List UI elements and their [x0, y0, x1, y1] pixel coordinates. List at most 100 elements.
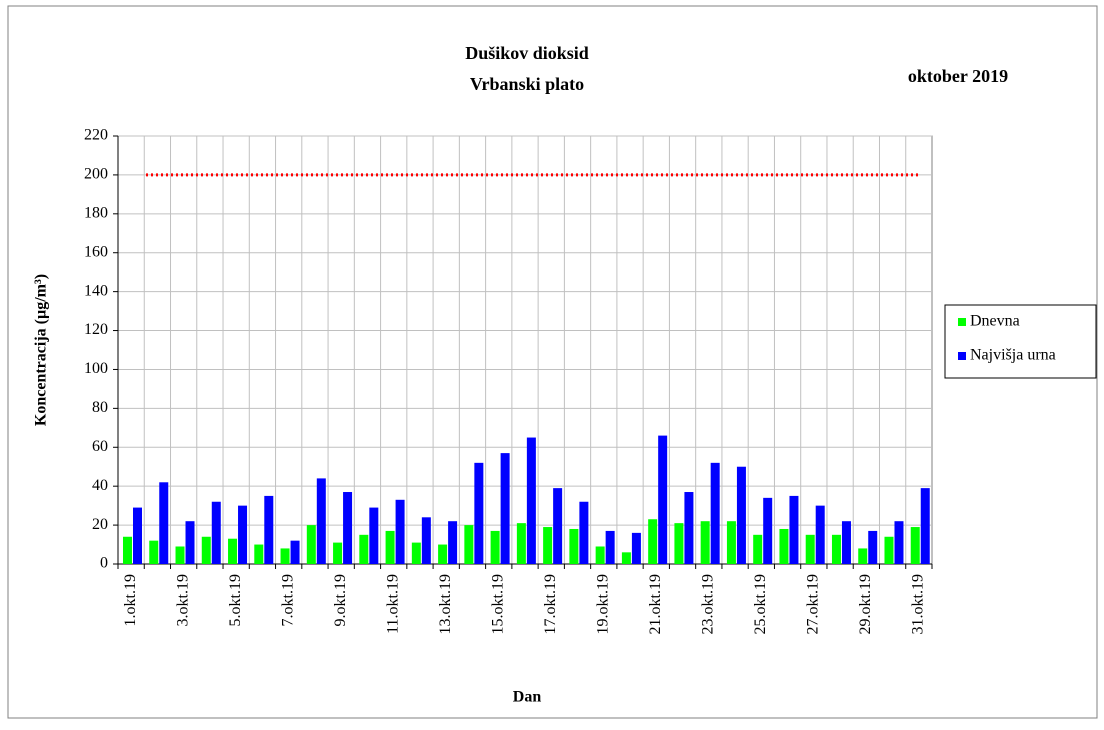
bar [648, 519, 658, 564]
bar [736, 466, 746, 564]
y-tick-label: 140 [84, 282, 108, 299]
y-tick-label: 160 [84, 243, 108, 260]
bar [123, 536, 132, 564]
bar [448, 521, 458, 564]
bar [369, 507, 379, 564]
bar [306, 525, 316, 564]
x-tick-label: 5.okt.19 [227, 574, 244, 626]
plot-area [117, 135, 933, 565]
legend-swatch [958, 352, 966, 360]
x-tick-label: 11.okt.19 [384, 574, 401, 634]
bar [621, 552, 631, 564]
bar [805, 534, 815, 564]
bar [605, 530, 615, 564]
x-tick-label: 23.okt.19 [699, 574, 716, 634]
bar [185, 521, 195, 564]
bar [500, 453, 510, 564]
bar [395, 499, 405, 564]
bar [684, 492, 694, 564]
bar [894, 521, 904, 564]
bar [474, 462, 484, 564]
bar [700, 521, 710, 564]
bar [343, 492, 353, 564]
bar [333, 542, 343, 564]
bar [238, 505, 248, 564]
bar [868, 530, 878, 564]
legend-swatch [958, 318, 966, 326]
x-axis-title: Dan [513, 689, 542, 706]
bar [789, 495, 799, 564]
bar [438, 544, 448, 564]
bar [316, 478, 326, 564]
y-tick-label: 100 [84, 360, 108, 377]
bar [359, 534, 369, 564]
x-tick-label: 21.okt.19 [647, 574, 664, 634]
x-tick-label: 1.okt.19 [122, 574, 139, 626]
bar [841, 521, 851, 564]
x-tick-label: 27.okt.19 [805, 574, 822, 634]
bar [175, 546, 185, 564]
bar [658, 435, 668, 564]
chart-subtitle: Vrbanski plato [470, 74, 584, 94]
bar [149, 540, 159, 564]
bar [228, 538, 238, 564]
bar [920, 488, 930, 564]
bar [264, 495, 274, 564]
period-label: oktober 2019 [908, 66, 1008, 86]
y-tick-label: 20 [92, 516, 108, 533]
bar [385, 530, 395, 564]
x-tick-label: 13.okt.19 [437, 574, 454, 634]
bar [631, 532, 641, 564]
bar [490, 530, 500, 564]
y-tick-label: 120 [84, 321, 108, 338]
bar [254, 544, 264, 564]
bar [569, 528, 579, 564]
x-tick-label: 29.okt.19 [857, 574, 874, 634]
bar [763, 497, 773, 564]
bar [779, 528, 789, 564]
y-tick-label: 80 [92, 399, 108, 416]
legend-box [944, 304, 1097, 379]
bar [159, 482, 169, 564]
bar [858, 548, 868, 564]
bar [201, 536, 211, 564]
x-tick-label: 25.okt.19 [752, 574, 769, 634]
legend-label: Dnevna [970, 313, 1020, 330]
bar [526, 437, 536, 564]
bar [516, 523, 526, 564]
bar [543, 527, 553, 564]
bar [211, 501, 221, 564]
legend-label: Najvišja urna [970, 347, 1056, 364]
y-tick-label: 200 [84, 166, 108, 183]
bar [553, 488, 563, 564]
y-tick-label: 220 [84, 127, 108, 144]
x-tick-label: 31.okt.19 [910, 574, 927, 634]
bar [753, 534, 763, 564]
bar [421, 517, 431, 564]
bar [290, 540, 300, 564]
bar [884, 536, 894, 564]
bar [579, 501, 589, 564]
x-tick-label: 15.okt.19 [489, 574, 506, 634]
bar [726, 521, 736, 564]
bar [910, 527, 920, 564]
x-tick-label: 9.okt.19 [332, 574, 349, 626]
y-tick-label: 40 [92, 477, 108, 494]
bar [464, 525, 474, 564]
bar [411, 542, 421, 564]
bar [133, 507, 142, 564]
x-tick-label: 19.okt.19 [594, 574, 611, 634]
x-tick-label: 7.okt.19 [279, 574, 296, 626]
y-tick-label: 0 [100, 555, 108, 572]
x-tick-label: 17.okt.19 [542, 574, 559, 634]
bar [710, 462, 720, 564]
y-axis-title: Koncentracija (µg/m³) [33, 274, 50, 426]
x-tick-label: 3.okt.19 [174, 574, 191, 626]
bar [280, 548, 290, 564]
bar [595, 546, 605, 564]
y-tick-label: 60 [92, 438, 108, 455]
bar [831, 534, 841, 564]
chart-title: Dušikov dioksid [465, 43, 589, 63]
bar [674, 523, 684, 564]
